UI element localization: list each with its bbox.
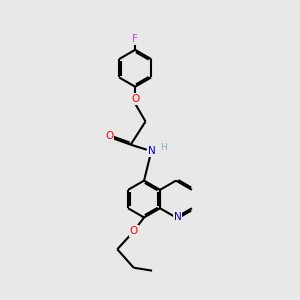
Text: O: O [105,131,113,141]
Text: H: H [160,143,167,152]
Text: N: N [174,212,181,223]
Text: O: O [131,94,139,104]
Text: F: F [132,34,138,44]
Text: O: O [130,226,138,236]
Text: N: N [148,146,156,156]
